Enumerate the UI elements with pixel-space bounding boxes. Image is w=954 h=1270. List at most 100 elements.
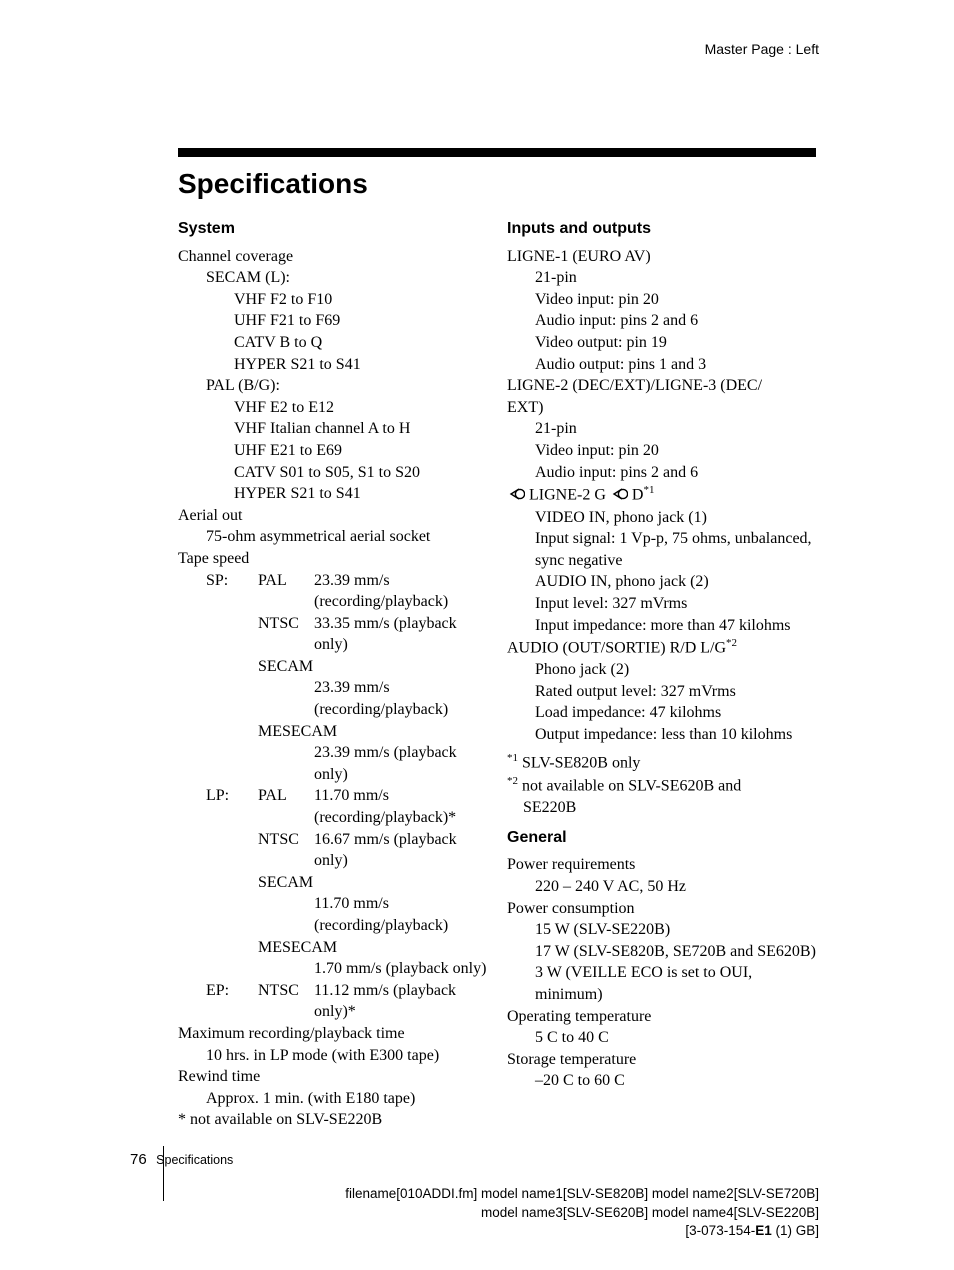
secam-l-label: SECAM (L):: [178, 267, 487, 289]
right-column: Inputs and outputs LIGNE-1 (EURO AV) 21-…: [507, 218, 816, 1131]
ts-system: NTSC: [258, 980, 314, 1023]
ts-value: 33.35 mm/s (playback only): [314, 613, 487, 656]
ts-system: SECAM: [258, 872, 314, 894]
footnote-1: *1 SLV-SE820B only: [507, 751, 816, 774]
document-footer: filename[010ADDI.fm] model name1[SLV-SE8…: [345, 1185, 819, 1240]
fn1-text: SLV-SE820B only: [518, 755, 640, 772]
ligne2gd-item: Input level: 327 mVrms: [507, 593, 816, 615]
ts-sp-ntsc: NTSC 33.35 mm/s (playback only): [178, 613, 487, 656]
ts-value: 23.39 mm/s (recording/playback): [314, 570, 487, 613]
ts-system: MESECAM: [258, 721, 487, 743]
ts-lp-pal: LP: PAL 11.70 mm/s (recording/playback)*: [178, 785, 487, 828]
left-column: System Channel coverage SECAM (L): VHF F…: [178, 218, 487, 1131]
ts-value: 11.12 mm/s (playback only)*: [314, 980, 487, 1023]
audio-out-item: Rated output level: 327 mVrms: [507, 681, 816, 703]
ligne2gd-text: LIGNE-2 G: [525, 486, 610, 503]
ts-mode: EP:: [178, 980, 258, 1023]
left-footnote: * not available on SLV-SE220B: [178, 1109, 487, 1131]
ts-sp-pal: SP: PAL 23.39 mm/s (recording/playback): [178, 570, 487, 613]
content-columns: System Channel coverage SECAM (L): VHF F…: [178, 218, 816, 1131]
pal-bg-item: HYPER S21 to S41: [178, 483, 487, 505]
ligne1-label: LIGNE-1 (EURO AV): [507, 246, 816, 268]
secam-l-item: UHF F21 to F69: [178, 310, 487, 332]
max-rec-value: 10 hrs. in LP mode (with E300 tape): [178, 1045, 487, 1067]
ts-mode: [178, 613, 258, 656]
ligne2gd-item: AUDIO IN, phono jack (2): [507, 571, 816, 593]
secam-l-item: HYPER S21 to S41: [178, 354, 487, 376]
ligne2gd-item: VIDEO IN, phono jack (1): [507, 507, 816, 529]
channel-coverage-label: Channel coverage: [178, 246, 487, 268]
audio-out-label: AUDIO (OUT/SORTIE) R/D L/G*2: [507, 636, 816, 659]
system-heading: System: [178, 218, 487, 240]
ts-value: 23.39 mm/s (playback only): [314, 742, 487, 785]
doc-footer-part: (1) GB]: [772, 1223, 819, 1238]
ts-sp-mesecam: MESECAM: [178, 721, 487, 743]
footnote-2: *2 not available on SLV-SE620B and: [507, 774, 816, 797]
ts-lp-mesecam-val: 1.70 mm/s (playback only): [178, 958, 487, 980]
footnote-2b: SE220B: [507, 797, 816, 819]
op-temp-label: Operating temperature: [507, 1006, 816, 1028]
audio-out-item: Phono jack (2): [507, 659, 816, 681]
power-cons-item: 15 W (SLV-SE220B): [507, 919, 816, 941]
power-cons-item: 3 W (VEILLE ECO is set to OUI, minimum): [507, 962, 816, 1005]
ligne1-item: Audio output: pins 1 and 3: [507, 354, 816, 376]
ts-value: 11.70 mm/s (recording/playback): [314, 893, 487, 936]
op-temp-value: 5 C to 40 C: [507, 1027, 816, 1049]
page-title: Specifications: [178, 165, 368, 203]
aerial-out-value: 75-ohm asymmetrical aerial socket: [178, 526, 487, 548]
ts-system: PAL: [258, 570, 314, 613]
ts-ep-ntsc: EP: NTSC 11.12 mm/s (playback only)*: [178, 980, 487, 1023]
secam-l-item: CATV B to Q: [178, 332, 487, 354]
ts-value: 1.70 mm/s (playback only): [314, 958, 487, 980]
ligne2gd-tail: D: [628, 486, 644, 503]
max-rec-label: Maximum recording/playback time: [178, 1023, 487, 1045]
st-temp-label: Storage temperature: [507, 1049, 816, 1071]
doc-footer-line: model name3[SLV-SE620B] model name4[SLV-…: [345, 1204, 819, 1222]
ts-lp-mesecam: MESECAM: [178, 937, 487, 959]
tape-speed-label: Tape speed: [178, 548, 487, 570]
aerial-out-label: Aerial out: [178, 505, 487, 527]
doc-footer-bold: E1: [755, 1223, 772, 1238]
input-arrow-icon: [507, 485, 525, 507]
power-cons-label: Power consumption: [507, 898, 816, 920]
ts-value: [314, 656, 487, 678]
title-rule: [178, 148, 816, 157]
ts-system: NTSC: [258, 829, 314, 872]
master-page-label: Master Page : Left: [705, 40, 819, 59]
ts-lp-secam-val: 11.70 mm/s (recording/playback): [178, 893, 487, 936]
secam-l-item: VHF F2 to F10: [178, 289, 487, 311]
rewind-label: Rewind time: [178, 1066, 487, 1088]
footer-section: Specifications: [156, 1153, 233, 1167]
ligne2gd-label: LIGNE-2 G D*1: [507, 483, 816, 506]
fn2-text: not available on SLV-SE620B and: [518, 778, 741, 795]
ligne1-item: Video output: pin 19: [507, 332, 816, 354]
ts-value: 16.67 mm/s (playback only): [314, 829, 487, 872]
ts-system: PAL: [258, 785, 314, 828]
ligne2-label: LIGNE-2 (DEC/EXT)/LIGNE-3 (DEC/: [507, 375, 816, 397]
ts-mode: [178, 656, 258, 678]
ts-value: 23.39 mm/s (recording/playback): [314, 677, 487, 720]
audio-out-item: Output impedance: less than 10 kilohms: [507, 724, 816, 746]
audio-out-item: Load impedance: 47 kilohms: [507, 702, 816, 724]
rewind-value: Approx. 1 min. (with E180 tape): [178, 1088, 487, 1110]
ligne2-label-b: EXT): [507, 397, 816, 419]
ts-sp-secam: SECAM: [178, 656, 487, 678]
sup-1: *1: [643, 484, 654, 496]
pal-bg-item: VHF Italian channel A to H: [178, 418, 487, 440]
fn2-sup: *2: [507, 775, 518, 787]
ts-sp-secam-val: 23.39 mm/s (recording/playback): [178, 677, 487, 720]
ts-lp-ntsc: NTSC 16.67 mm/s (playback only): [178, 829, 487, 872]
power-req-label: Power requirements: [507, 854, 816, 876]
audio-out-text: AUDIO (OUT/SORTIE) R/D L/G: [507, 639, 726, 656]
power-req-value: 220 – 240 V AC, 50 Hz: [507, 876, 816, 898]
ts-system: SECAM: [258, 656, 314, 678]
ts-mode: SP:: [178, 570, 258, 613]
ligne2gd-item: Input impedance: more than 47 kilohms: [507, 615, 816, 637]
io-heading: Inputs and outputs: [507, 218, 816, 240]
pal-bg-item: UHF E21 to E69: [178, 440, 487, 462]
ts-system: NTSC: [258, 613, 314, 656]
ligne2-item: Audio input: pins 2 and 6: [507, 462, 816, 484]
ts-system: MESECAM: [258, 937, 487, 959]
ts-mode: LP:: [178, 785, 258, 828]
ts-lp-secam: SECAM: [178, 872, 487, 894]
